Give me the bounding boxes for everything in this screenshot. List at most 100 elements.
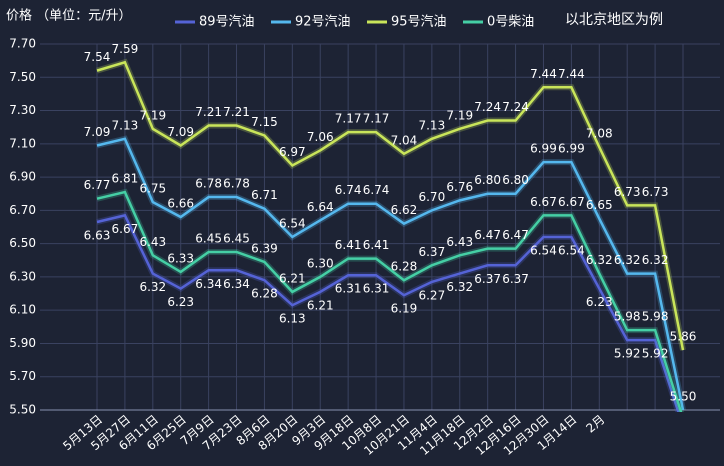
data-label: 5.86 (670, 330, 697, 344)
data-label: 5.98 (642, 310, 669, 324)
plot-area (96, 58, 686, 412)
data-label: 6.75 (139, 182, 166, 196)
data-label: 6.76 (446, 180, 473, 194)
data-label: 6.67 (112, 222, 139, 236)
data-label: 6.27 (418, 288, 445, 302)
data-label: 6.32 (586, 253, 613, 267)
data-label: 7.08 (586, 127, 613, 141)
data-label: 6.74 (335, 183, 362, 197)
data-label: 5.92 (642, 347, 669, 361)
data-label: 7.54 (84, 50, 111, 64)
data-label: 6.34 (195, 277, 222, 291)
y-tick-label: 6.70 (9, 203, 36, 217)
data-label: 6.54 (558, 243, 585, 257)
data-label: 6.47 (502, 228, 529, 242)
data-label: 6.71 (251, 188, 278, 202)
y-tick-label: 6.10 (9, 303, 36, 317)
data-label: 6.66 (167, 197, 194, 211)
series-line (96, 60, 685, 351)
data-label: 7.04 (391, 133, 418, 147)
data-label: 6.45 (195, 231, 222, 245)
data-label: 7.15 (251, 115, 278, 129)
data-label: 6.13 (279, 312, 306, 326)
data-label: 6.78 (195, 177, 222, 191)
data-label: 7.21 (223, 105, 250, 119)
data-label: 6.63 (84, 229, 111, 243)
data-label: 6.21 (279, 271, 306, 285)
y-tick-label: 6.50 (9, 236, 36, 250)
y-tick-label: 5.70 (9, 369, 36, 383)
data-label: 6.23 (586, 295, 613, 309)
data-label: 6.80 (502, 173, 529, 187)
data-label: 6.81 (112, 172, 139, 186)
data-label: 6.43 (139, 235, 166, 249)
data-label: 6.21 (307, 298, 334, 312)
legend-label: 0号柴油 (487, 15, 534, 30)
data-label: 6.32 (642, 253, 669, 267)
data-label: 7.17 (363, 112, 390, 126)
legend-label: 95号汽油 (391, 15, 447, 30)
y-tick-label: 7.50 (9, 70, 36, 84)
data-label: 6.32 (139, 280, 166, 294)
y-tick-label: 7.10 (9, 136, 36, 150)
y-axis-title: 价格 （单位：元/升） (6, 8, 132, 24)
series-line (96, 213, 680, 412)
data-label: 6.45 (223, 231, 250, 245)
data-label: 6.80 (474, 173, 501, 187)
data-label: 6.47 (474, 228, 501, 242)
series-line (96, 137, 685, 411)
data-label: 6.41 (363, 238, 390, 252)
data-label: 5.98 (614, 310, 641, 324)
data-label: 6.73 (614, 185, 641, 199)
data-label: 6.19 (391, 302, 418, 316)
data-label: 6.54 (530, 243, 557, 257)
series-line (96, 190, 683, 412)
data-label: 7.19 (139, 108, 166, 122)
data-label: 7.24 (502, 100, 529, 114)
y-tick-label: 6.30 (9, 269, 36, 283)
data-label: 6.23 (167, 295, 194, 309)
y-tick-label: 7.30 (9, 103, 36, 117)
data-label: 6.39 (251, 241, 278, 255)
data-label: 6.33 (167, 251, 194, 265)
data-label: 5.92 (614, 347, 641, 361)
data-label: 6.54 (279, 216, 306, 230)
data-label: 6.70 (418, 190, 445, 204)
y-tick-label: 6.90 (9, 170, 36, 184)
data-label: 6.62 (391, 203, 418, 217)
data-label: 7.44 (558, 67, 585, 81)
data-label: 6.31 (335, 282, 362, 296)
data-label: 7.09 (167, 125, 194, 139)
data-label: 6.28 (391, 260, 418, 274)
annotation: 以北京地区为例 (565, 12, 663, 28)
data-label: 6.78 (223, 177, 250, 191)
data-label: 6.99 (530, 142, 557, 156)
data-label: 7.09 (84, 125, 111, 139)
data-label: 7.17 (335, 112, 362, 126)
y-tick-label: 5.50 (9, 403, 36, 417)
data-label: 6.99 (558, 142, 585, 156)
data-label: 6.73 (642, 185, 669, 199)
y-tick-label: 5.90 (9, 336, 36, 350)
data-label: 7.21 (195, 105, 222, 119)
data-label: 6.34 (223, 277, 250, 291)
y-tick-label: 7.70 (9, 37, 36, 51)
data-label: 6.37 (418, 245, 445, 259)
data-label: 6.37 (502, 272, 529, 286)
data-label: 5.50 (670, 390, 697, 404)
data-label: 6.31 (363, 282, 390, 296)
data-label: 6.37 (474, 272, 501, 286)
data-label: 7.44 (530, 67, 557, 81)
data-label: 6.64 (307, 200, 334, 214)
data-label: 6.65 (586, 198, 613, 212)
data-label: 6.32 (446, 280, 473, 294)
data-label: 6.77 (84, 178, 111, 192)
data-label: 6.43 (446, 235, 473, 249)
data-label: 7.06 (307, 130, 334, 144)
data-label: 6.67 (558, 195, 585, 209)
data-label: 6.30 (307, 256, 334, 270)
legend-label: 89号汽油 (199, 15, 255, 30)
legend-label: 92号汽油 (295, 15, 351, 30)
data-label: 6.32 (614, 253, 641, 267)
